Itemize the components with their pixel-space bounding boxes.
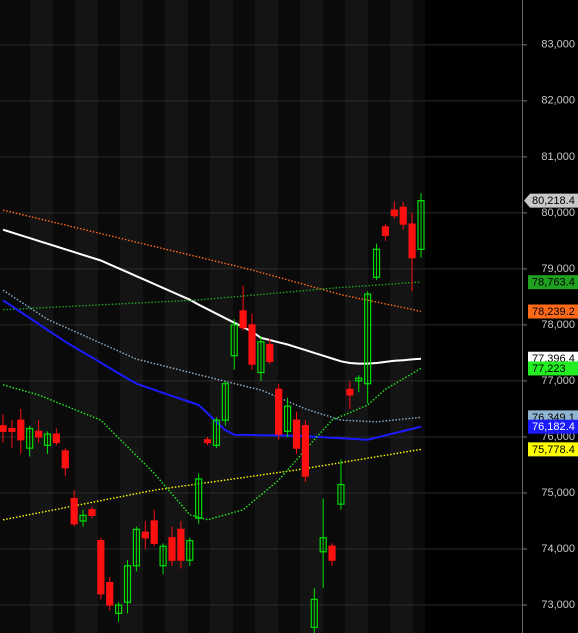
candle-body [177, 528, 185, 561]
line-price-label-box [528, 419, 578, 434]
indicator-line [2, 209, 422, 313]
candle-body [203, 439, 212, 444]
candle-body [26, 427, 34, 449]
candle-body [390, 209, 398, 217]
line-price-label: 78,763.4 [532, 277, 575, 289]
candle-body [43, 433, 52, 446]
line-price-label: 77,223 [532, 363, 566, 375]
candle-body [417, 200, 425, 250]
candle-body [301, 425, 309, 477]
indicator-line [2, 228, 422, 365]
candle-body [266, 343, 274, 362]
candle-body [70, 497, 78, 525]
line-price-label-box [528, 442, 578, 457]
candle-body [381, 226, 390, 236]
candle-body [257, 341, 265, 374]
candle-body [34, 430, 43, 438]
candle-body [123, 565, 132, 603]
indicator-line [2, 299, 422, 441]
candle-body [319, 537, 327, 553]
y-tick-label: 80,000 [541, 207, 575, 219]
line-price-label-box [528, 304, 578, 319]
candle-body [372, 248, 381, 278]
y-tick-label: 79,000 [541, 263, 575, 275]
last-price-label-box [524, 193, 578, 208]
candle-body [159, 545, 167, 567]
candle-body [52, 433, 60, 444]
grid [0, 44, 522, 606]
y-tick-label: 77,000 [541, 375, 575, 387]
candle-body [310, 598, 318, 628]
candle-body [61, 450, 69, 469]
last-price-label: 80,218.4 [532, 195, 575, 207]
indicator-line [2, 367, 422, 521]
y-tick-label: 76,000 [541, 431, 575, 443]
candle-body [186, 539, 194, 561]
candle-body [337, 483, 345, 505]
candle-body [275, 388, 283, 435]
candle-body [346, 388, 354, 396]
y-tick-label: 73,000 [541, 599, 575, 611]
price-tags: 77,396.478,239.278,763.476,349.176,182.4… [524, 193, 578, 457]
candle-body [399, 206, 407, 225]
candle-body [141, 531, 149, 539]
indicator-line [2, 448, 422, 521]
line-price-label-box [528, 361, 578, 376]
candle-body [364, 293, 372, 385]
line-price-label-box [528, 275, 578, 290]
y-tick-label: 78,000 [541, 319, 575, 331]
candle-body [230, 324, 238, 357]
y-tick-label: 75,000 [541, 487, 575, 499]
line-price-label: 75,778.4 [532, 444, 575, 456]
candle-body [150, 520, 158, 544]
candle-body [115, 604, 123, 614]
candle-body [97, 539, 105, 595]
candle-body [355, 377, 363, 382]
candle-body [132, 528, 141, 567]
candle-body [212, 419, 221, 446]
candle-body [0, 425, 7, 432]
candle-body [239, 310, 247, 329]
candle-body [168, 537, 176, 561]
indicator-line [2, 281, 422, 311]
candle-body [408, 223, 416, 259]
y-tick-label: 81,000 [541, 151, 575, 163]
candle-body [195, 478, 203, 519]
bands [0, 0, 425, 633]
candles [0, 193, 425, 633]
y-tick-label: 74,000 [541, 543, 575, 555]
candle-body [248, 324, 256, 365]
candle-body [106, 581, 114, 606]
candle-body [8, 427, 16, 432]
candle-body [17, 419, 25, 441]
candle-body [328, 545, 336, 561]
line-price-label: 78,239.2 [532, 306, 575, 318]
candle-body [88, 509, 96, 516]
line-price-label: 76,182.4 [532, 421, 575, 433]
candle-body [292, 419, 301, 449]
indicator-line [2, 289, 422, 423]
y-tick-label: 82,000 [541, 95, 575, 107]
candle-body [283, 405, 292, 432]
candle-body [221, 383, 229, 421]
y-tick-label: 83,000 [541, 39, 575, 51]
band [0, 0, 425, 633]
candle-body [79, 514, 87, 522]
y-axis: 73,000 74,000 75,000 76,000 77,000 78,000 79,0… [522, 39, 575, 611]
indicator-lines [2, 209, 422, 521]
